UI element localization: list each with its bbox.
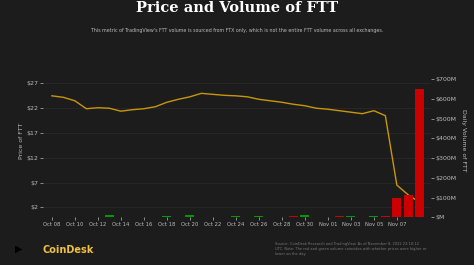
Bar <box>404 195 413 217</box>
Bar <box>289 216 298 217</box>
Bar <box>392 198 401 217</box>
Bar <box>381 216 390 217</box>
Bar <box>185 215 194 217</box>
Text: ▶: ▶ <box>15 244 23 254</box>
Bar <box>231 216 240 217</box>
Bar <box>163 216 171 217</box>
Bar <box>346 216 355 217</box>
Bar <box>105 215 114 217</box>
Bar <box>255 216 263 217</box>
Text: Source: CoinDesk Research and TradingView. As of November 8, 2022 23:10:12
UTC. : Source: CoinDesk Research and TradingVie… <box>275 242 426 256</box>
Text: Price and Volume of FTT: Price and Volume of FTT <box>136 1 338 15</box>
Bar <box>369 216 378 217</box>
Bar <box>301 215 309 217</box>
Text: CoinDesk: CoinDesk <box>43 245 94 255</box>
Bar <box>416 89 424 217</box>
Text: This metric of TradingView's FTT volume is sourced from FTX only, which is not t: This metric of TradingView's FTT volume … <box>91 28 383 33</box>
Y-axis label: Price of FTT: Price of FTT <box>18 122 24 159</box>
Y-axis label: Daily Volume of FTT: Daily Volume of FTT <box>461 109 466 172</box>
Bar <box>335 216 344 217</box>
